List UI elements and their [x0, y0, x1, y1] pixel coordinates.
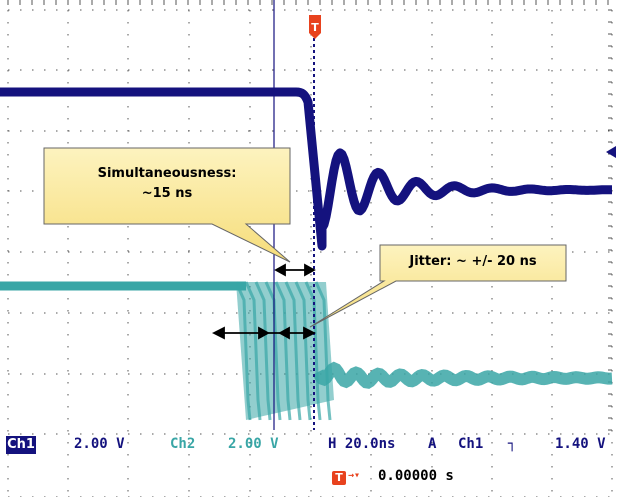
ch2-edge-trace	[274, 281, 292, 421]
ch2-edge-trace	[304, 281, 322, 421]
ch1-waveform	[0, 87, 615, 251]
ch2-scale: 2.00 V	[228, 436, 279, 452]
falling-edge-icon: ┐	[508, 436, 517, 452]
ch2-edge-trace	[264, 281, 282, 421]
arrow-right-icon: →▾	[348, 470, 361, 481]
ch2-edge-trace	[234, 281, 252, 421]
ch2-waveform	[0, 281, 613, 421]
ch2-edge-trace	[294, 281, 312, 421]
simultaneousness-value: ~15 ns	[141, 186, 193, 201]
ch1-level-arrow-icon[interactable]	[606, 146, 616, 158]
graticule	[7, 0, 613, 497]
ch2-low-trace	[312, 361, 613, 389]
jitter-arrow	[211, 326, 317, 340]
ch2-edge-trace	[254, 281, 272, 421]
svg-text:T: T	[311, 21, 319, 34]
ch1-badge[interactable]: Ch1	[6, 436, 36, 454]
simultaneousness-arrow	[274, 263, 316, 277]
ch2-edge-trace	[244, 281, 262, 421]
trigger-position: 0.00000 s	[378, 468, 454, 484]
trigger-mode: A	[428, 436, 437, 452]
timebase-readout: H 20.0ns	[328, 436, 396, 452]
ch2-edge-trace	[284, 281, 302, 421]
ch1-scale: 2.00 V	[74, 436, 125, 452]
ch1-trace	[0, 87, 615, 251]
simultaneousness-label: Simultaneousness:	[97, 166, 237, 181]
jitter-callout	[309, 244, 567, 328]
trigger-T-icon: T	[332, 471, 346, 485]
ch2-edge-trace	[314, 281, 332, 421]
trigger-channel: Ch1	[458, 436, 484, 452]
trigger-marker-top[interactable]: T	[309, 15, 321, 39]
simultaneousness-callout	[43, 147, 291, 263]
jitter-label: Jitter: ~ +/- 20 ns	[409, 254, 537, 269]
ch2-label[interactable]: Ch2	[170, 436, 196, 452]
trigger-level: 1.40 V	[555, 436, 606, 452]
